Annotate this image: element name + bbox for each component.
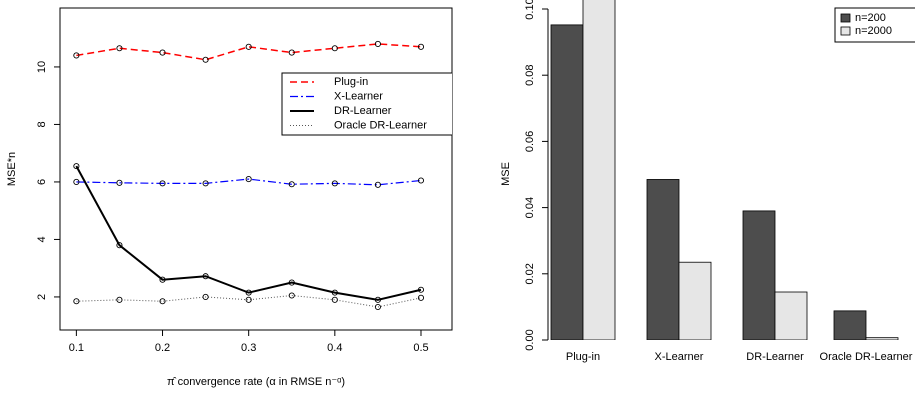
point bbox=[288, 279, 295, 286]
bar bbox=[742, 210, 776, 340]
point bbox=[288, 49, 295, 56]
y-tick-label: 0.04 bbox=[524, 197, 536, 218]
point bbox=[159, 298, 166, 305]
right-plot bbox=[550, 0, 899, 340]
point bbox=[331, 180, 338, 187]
x-tick-label: 0.1 bbox=[69, 342, 84, 354]
y-tick-label: 6 bbox=[36, 179, 48, 185]
point bbox=[288, 181, 295, 188]
y-tick-label: 4 bbox=[36, 236, 48, 242]
point bbox=[73, 163, 80, 170]
x-tick-label: 0.4 bbox=[327, 342, 342, 354]
x-tick-label: Plug-in bbox=[566, 351, 600, 363]
point bbox=[374, 181, 381, 188]
legend-label: DR-Learner bbox=[334, 105, 392, 117]
point bbox=[245, 43, 252, 50]
y-tick-label: 0.06 bbox=[524, 131, 536, 152]
bar bbox=[582, 0, 616, 340]
series-line bbox=[76, 294, 422, 308]
legend-label: Oracle DR-Learner bbox=[334, 119, 427, 131]
left-plot: Plug-in X-Learner DR-Learner Oracle DR-Lear… bbox=[73, 40, 452, 311]
bar bbox=[550, 24, 584, 340]
point bbox=[417, 286, 425, 293]
legend-box bbox=[281, 72, 452, 136]
x-tick-label: X-Learner bbox=[655, 351, 704, 363]
x-tick-label: DR-Learner bbox=[746, 351, 804, 363]
x-tick-label: 0.5 bbox=[413, 342, 428, 354]
y-axis-label: MSE bbox=[500, 162, 512, 186]
y-tick-label: 0.10 bbox=[524, 0, 536, 20]
point bbox=[245, 176, 252, 183]
bar bbox=[646, 179, 680, 340]
y-tick-label: 8 bbox=[36, 121, 48, 127]
x-tick-label: 0.3 bbox=[241, 342, 256, 354]
bar bbox=[833, 310, 867, 340]
point bbox=[245, 289, 252, 296]
y-tick-label: 10 bbox=[36, 61, 48, 73]
point bbox=[374, 296, 381, 303]
point bbox=[202, 56, 209, 63]
legend-label: n=200 bbox=[855, 12, 886, 24]
legend-swatch bbox=[840, 26, 851, 36]
point bbox=[288, 292, 295, 299]
point bbox=[417, 43, 425, 50]
point bbox=[202, 273, 209, 280]
point bbox=[331, 289, 338, 296]
point bbox=[73, 178, 80, 185]
plot-frame bbox=[59, 7, 453, 331]
point bbox=[374, 40, 381, 47]
point bbox=[73, 298, 80, 305]
point bbox=[116, 296, 123, 303]
point bbox=[73, 52, 80, 59]
legend-label: n=2000 bbox=[855, 25, 892, 37]
y-tick-label: 2 bbox=[36, 294, 48, 300]
point bbox=[159, 276, 166, 283]
series-line bbox=[75, 165, 422, 301]
point bbox=[116, 242, 123, 249]
bar bbox=[865, 337, 899, 340]
point bbox=[202, 293, 209, 300]
y-axis-label: MSE*n bbox=[6, 152, 18, 186]
bar bbox=[678, 261, 712, 340]
legend-label: X-Learner bbox=[334, 90, 383, 102]
point bbox=[331, 296, 338, 303]
series-line bbox=[76, 43, 422, 61]
point bbox=[245, 296, 252, 303]
bar bbox=[774, 291, 808, 340]
x-tick-label: 0.2 bbox=[155, 342, 170, 354]
point bbox=[159, 49, 166, 56]
y-tick-label: 0.08 bbox=[524, 64, 536, 85]
point bbox=[417, 294, 425, 301]
point bbox=[116, 179, 123, 186]
point bbox=[159, 180, 166, 187]
point bbox=[417, 177, 425, 184]
point bbox=[202, 180, 209, 187]
point bbox=[374, 303, 381, 311]
y-tick-label: 0.02 bbox=[524, 263, 536, 284]
point bbox=[331, 45, 338, 52]
legend-swatch bbox=[840, 13, 851, 23]
x-axis-label: π̂ convergence rate (α in RMSE n⁻ᵅ) bbox=[167, 376, 345, 388]
point bbox=[116, 45, 123, 52]
series-line bbox=[76, 178, 422, 186]
y-tick-label: 0.00 bbox=[524, 329, 536, 350]
legend-label: Plug-in bbox=[334, 76, 368, 88]
x-tick-label: Oracle DR-Learner bbox=[820, 351, 913, 363]
